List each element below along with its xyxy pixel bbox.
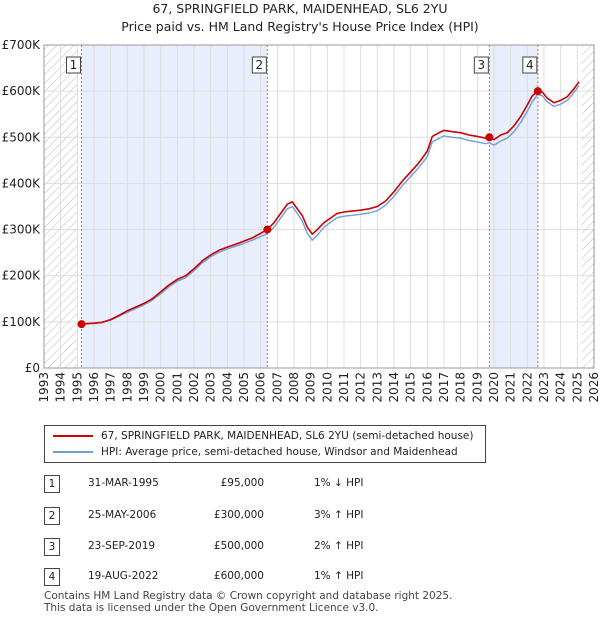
sale-point-2 [263, 225, 272, 234]
x-tick-label: 2004 [220, 372, 234, 403]
x-tick-label: 2008 [287, 372, 301, 403]
x-tick-label: 2016 [420, 372, 434, 403]
sale-point-4 [533, 87, 542, 96]
x-tick-label: 2025 [570, 372, 584, 403]
x-tick-label: 2012 [354, 372, 368, 403]
table-row: 4 19-AUG-2022 £600,000 1% ↑ HPI [44, 568, 464, 586]
sale-label-box-1 [66, 56, 81, 74]
y-tick-label: £500K [2, 130, 42, 144]
x-tick-label: 2018 [454, 372, 468, 403]
legend-item-hpi: HPI: Average price, semi-detached house,… [53, 444, 458, 460]
chart-subtitle: Price paid vs. HM Land Registry's House … [121, 19, 478, 34]
y-tick-label: £600K [2, 84, 42, 98]
sale-label-3: 3 [478, 58, 486, 72]
sale-label-2: 2 [256, 58, 264, 72]
legend-label-hpi: HPI: Average price, semi-detached house,… [101, 446, 458, 458]
x-tick-label: 1997 [104, 372, 118, 403]
x-tick-label: 2026 [587, 372, 600, 403]
x-tick-label: 2011 [337, 372, 351, 403]
ownership-shade-2 [489, 45, 538, 368]
y-tick-label: £400K [2, 176, 42, 190]
hatched-region-after [581, 45, 594, 368]
sale-hpi-relation: 1% ↑ HPI [314, 570, 364, 582]
sale-hpi-relation: 3% ↑ HPI [314, 509, 364, 521]
sale-point-3 [485, 133, 494, 142]
footer-licence: This data is licensed under the Open Gov… [44, 602, 379, 614]
x-tick-label: 1996 [87, 372, 101, 403]
sale-price: £300,000 [213, 509, 264, 521]
sale-label-box-3 [473, 56, 489, 74]
legend-label-property: 67, SPRINGFIELD PARK, MAIDENHEAD, SL6 2Y… [101, 430, 474, 442]
x-tick-label: 2014 [387, 372, 401, 403]
sale-hpi-relation: 2% ↑ HPI [314, 540, 364, 552]
legend-swatch-property [53, 435, 93, 437]
sale-price: £95,000 [220, 477, 264, 489]
sale-number-badge: 4 [44, 568, 60, 586]
x-tick-label: 2007 [270, 372, 284, 403]
y-tick-label: £300K [2, 223, 42, 237]
sale-label-1: 1 [70, 58, 78, 72]
x-tick-label: 2023 [537, 372, 551, 403]
x-tick-label: 1993 [37, 372, 51, 403]
y-tick-label: £0 [25, 361, 40, 375]
x-tick-label: 2006 [254, 372, 268, 403]
x-tick-label: 2005 [237, 372, 251, 403]
x-tick-label: 2003 [204, 372, 218, 403]
sale-label-box-2 [251, 56, 267, 74]
series-line-property [81, 81, 580, 325]
x-tick-label: 2013 [370, 372, 384, 403]
sale-date: 25-MAY-2006 [88, 509, 157, 521]
price-chart: 67, SPRINGFIELD PARK, MAIDENHEAD, SL6 2Y… [2, 1, 600, 403]
sale-date: 19-AUG-2022 [88, 570, 159, 582]
legend: 67, SPRINGFIELD PARK, MAIDENHEAD, SL6 2Y… [44, 425, 486, 463]
x-tick-label: 1995 [70, 372, 84, 403]
x-tick-label: 2001 [170, 372, 184, 403]
sale-number-badge: 2 [44, 507, 60, 525]
x-tick-label: 2024 [554, 372, 568, 403]
sale-date: 31-MAR-1995 [88, 477, 159, 489]
x-tick-label: 1998 [120, 372, 134, 403]
x-tick-label: 2022 [520, 372, 534, 403]
x-tick-label: 2017 [437, 372, 451, 403]
sale-hpi-relation: 1% ↓ HPI [314, 477, 364, 489]
sale-label-box-4 [522, 56, 538, 74]
chart-title: 67, SPRINGFIELD PARK, MAIDENHEAD, SL6 2Y… [152, 1, 447, 16]
series-line-hpi [81, 85, 580, 325]
sale-number-badge: 3 [44, 538, 60, 556]
sale-price: £600,000 [213, 570, 264, 582]
table-row: 1 31-MAR-1995 £95,000 1% ↓ HPI [44, 475, 464, 493]
x-tick-label: 2021 [504, 372, 518, 403]
sale-point-1 [77, 320, 86, 329]
ownership-shade-1 [81, 45, 268, 368]
legend-swatch-hpi [53, 451, 93, 453]
y-tick-label: £700K [2, 38, 42, 52]
x-tick-label: 2000 [154, 372, 168, 403]
y-tick-label: £200K [2, 269, 42, 283]
x-tick-label: 1994 [54, 372, 68, 403]
footer-copyright: Contains HM Land Registry data © Crown c… [44, 590, 453, 602]
table-row: 2 25-MAY-2006 £300,000 3% ↑ HPI [44, 507, 464, 525]
plot-border [43, 44, 595, 369]
footer: Contains HM Land Registry data © Crown c… [44, 590, 452, 614]
table-row: 3 23-SEP-2019 £500,000 2% ↑ HPI [44, 538, 464, 556]
x-tick-label: 2020 [487, 372, 501, 403]
x-tick-label: 2010 [320, 372, 334, 403]
legend-item-property: 67, SPRINGFIELD PARK, MAIDENHEAD, SL6 2Y… [53, 428, 473, 444]
sale-price: £500,000 [213, 540, 264, 552]
y-tick-label: £100K [2, 315, 42, 329]
sale-date: 23-SEP-2019 [88, 540, 156, 552]
x-tick-label: 2015 [404, 372, 418, 403]
x-tick-label: 1999 [137, 372, 151, 403]
x-tick-label: 2019 [470, 372, 484, 403]
x-tick-label: 2009 [304, 372, 318, 403]
sale-number-badge: 1 [44, 475, 60, 493]
x-tick-label: 2002 [187, 372, 201, 403]
sale-label-4: 4 [526, 58, 534, 72]
